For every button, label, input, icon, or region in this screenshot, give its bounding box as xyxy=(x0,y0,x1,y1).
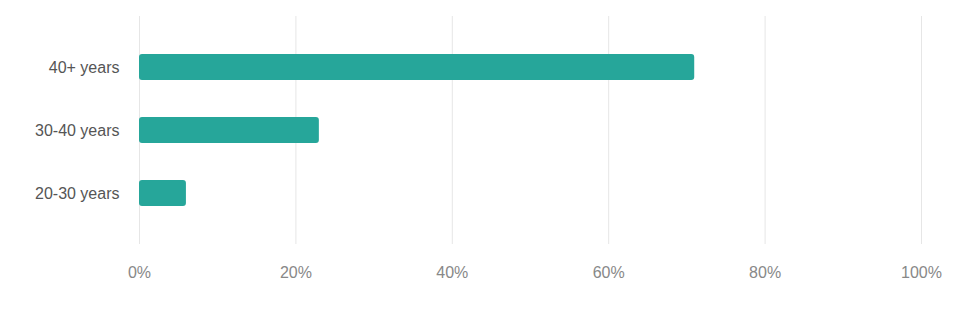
svg-text:0%: 0% xyxy=(128,264,151,281)
svg-text:20%: 20% xyxy=(280,264,312,281)
svg-text:60%: 60% xyxy=(593,264,625,281)
svg-text:20-30 years: 20-30 years xyxy=(35,185,120,202)
svg-text:30-40 years: 30-40 years xyxy=(35,122,120,139)
svg-text:80%: 80% xyxy=(749,264,781,281)
svg-text:100%: 100% xyxy=(901,264,942,281)
svg-text:40+ years: 40+ years xyxy=(49,59,120,76)
svg-text:40%: 40% xyxy=(436,264,468,281)
